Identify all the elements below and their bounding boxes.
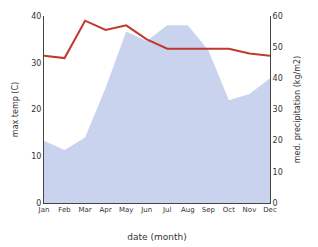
svg-text:Dec: Dec	[263, 206, 277, 214]
svg-text:10: 10	[31, 152, 41, 161]
svg-text:Jun: Jun	[140, 206, 152, 214]
svg-text:Sep: Sep	[202, 206, 216, 214]
svg-text:40: 40	[273, 74, 283, 83]
svg-text:Nov: Nov	[243, 206, 257, 214]
svg-text:0: 0	[273, 199, 278, 208]
svg-text:20: 20	[31, 105, 41, 114]
svg-text:30: 30	[31, 59, 41, 68]
svg-text:40: 40	[31, 12, 41, 21]
svg-text:Feb: Feb	[58, 206, 71, 214]
svg-text:Jan: Jan	[38, 206, 50, 214]
svg-text:Aug: Aug	[181, 206, 195, 214]
svg-text:20: 20	[273, 136, 283, 145]
svg-text:30: 30	[273, 105, 283, 114]
svg-text:Mar: Mar	[78, 206, 91, 214]
svg-text:60: 60	[273, 12, 283, 21]
svg-text:Jul: Jul	[162, 206, 172, 214]
svg-text:Oct: Oct	[223, 206, 235, 214]
svg-text:max temp (C): max temp (C)	[11, 82, 20, 137]
svg-text:0: 0	[36, 199, 41, 208]
svg-text:date (month): date (month)	[127, 232, 186, 242]
svg-text:med. precipitation (kg/m2): med. precipitation (kg/m2)	[293, 56, 302, 163]
svg-text:May: May	[119, 206, 133, 214]
svg-text:50: 50	[273, 43, 283, 52]
svg-text:Apr: Apr	[100, 206, 112, 214]
svg-text:10: 10	[273, 168, 283, 177]
